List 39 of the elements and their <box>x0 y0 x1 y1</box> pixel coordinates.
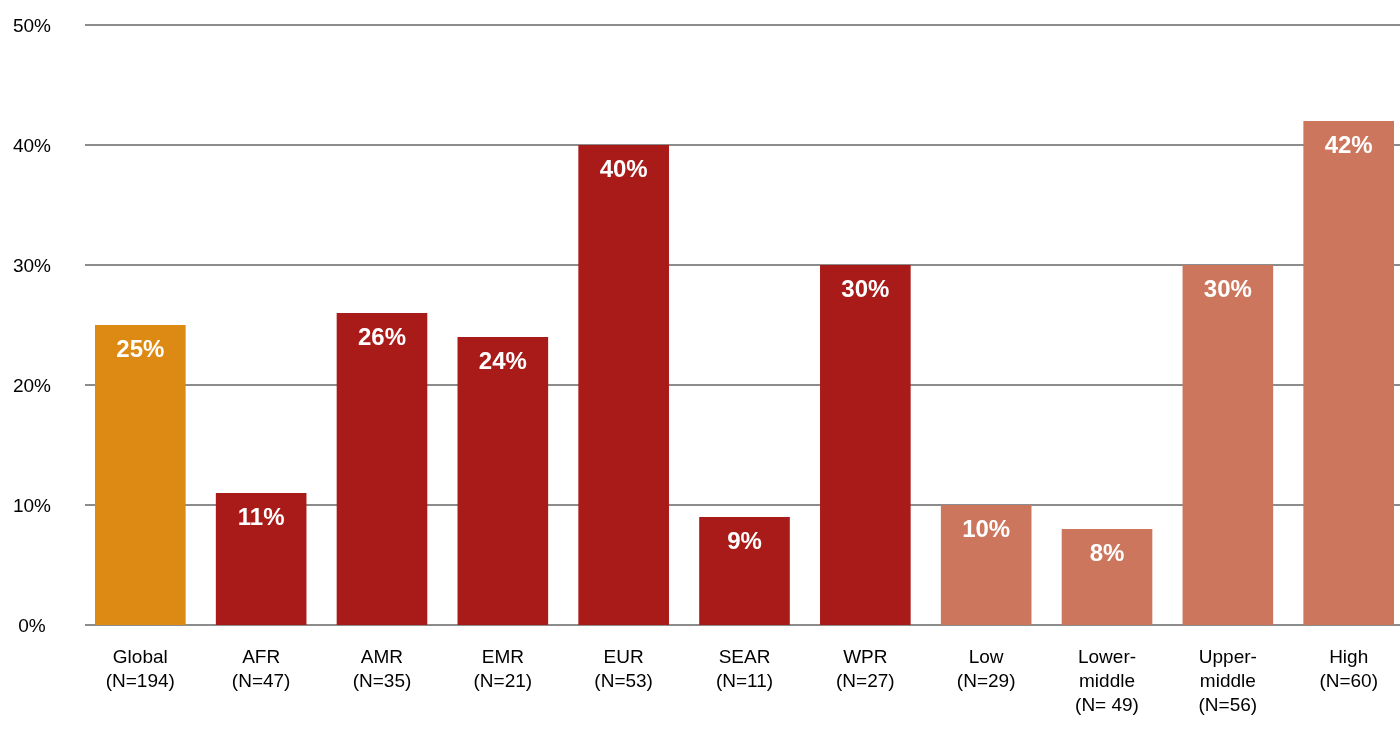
x-tick-label: SEAR (N=11) <box>715 646 774 691</box>
data-label: 10% <box>962 515 1011 542</box>
bar <box>1182 265 1274 625</box>
bar <box>1061 529 1153 625</box>
bar <box>578 145 669 625</box>
data-label: 42% <box>1324 131 1373 158</box>
data-label: 30% <box>841 275 890 302</box>
x-tick-label: Low (N=29) <box>956 646 1016 691</box>
bar <box>940 505 1032 625</box>
bar <box>457 337 549 625</box>
bar <box>215 493 307 625</box>
data-label: 24% <box>478 347 527 374</box>
x-tick-label: EUR (N=53) <box>594 646 653 691</box>
data-label: 11% <box>237 503 285 530</box>
x-tick-label: Global (N=194) <box>105 646 175 691</box>
x-tick-label: EMR (N=21) <box>473 646 533 691</box>
bar <box>1303 121 1394 625</box>
y-tick-label: 10% <box>12 495 52 516</box>
x-tick-label: Lower- middle (N= 49) <box>1075 646 1139 715</box>
data-label: 9% <box>727 527 762 554</box>
bar <box>95 325 186 625</box>
x-tick-label: AFR (N=47) <box>231 646 291 691</box>
x-tick-label: WPR (N=27) <box>836 646 895 691</box>
data-label: 40% <box>599 155 648 182</box>
x-tick-label: High (N=60) <box>1319 646 1378 691</box>
bar <box>699 517 790 625</box>
y-tick-label: 40% <box>12 135 52 156</box>
data-label: 8% <box>1089 539 1125 566</box>
y-tick-label: 50% <box>12 15 52 36</box>
data-label: 30% <box>1203 275 1252 302</box>
bar <box>336 313 428 625</box>
y-tick-label: 30% <box>12 255 52 276</box>
bar <box>820 265 911 625</box>
y-tick-label: 0% <box>18 615 46 636</box>
x-tick-label: AMR (N=35) <box>352 646 412 691</box>
x-tick-label: Upper- middle (N=56) <box>1198 646 1258 715</box>
data-label: 25% <box>116 335 165 362</box>
y-tick-label: 20% <box>12 375 52 396</box>
data-label: 26% <box>357 323 407 350</box>
